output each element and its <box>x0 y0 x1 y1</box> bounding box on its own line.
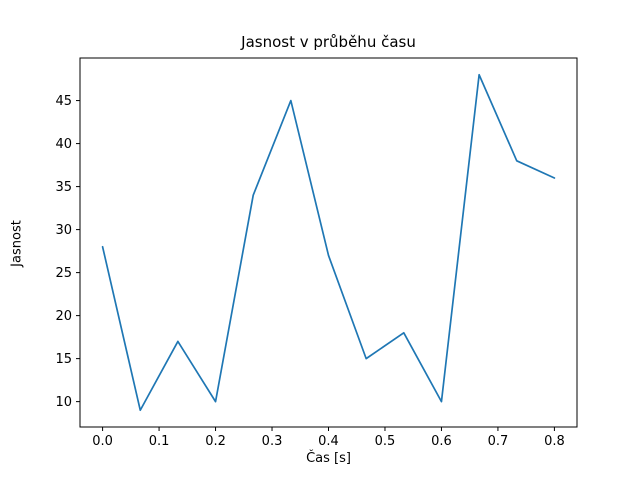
y-tick-label: 15 <box>55 352 72 367</box>
y-tick-label: 30 <box>55 223 72 238</box>
x-tick-label: 0.5 <box>375 434 396 449</box>
y-tick-label: 45 <box>55 94 72 109</box>
x-tick-label: 0.6 <box>431 434 452 449</box>
x-tick-label: 0.0 <box>92 434 113 449</box>
y-tick-label: 25 <box>55 266 72 281</box>
x-tick-label: 0.3 <box>262 434 283 449</box>
x-tick-label: 0.2 <box>205 434 226 449</box>
plot-frame <box>79 57 578 428</box>
y-tick-label: 35 <box>55 180 72 195</box>
data-line <box>101 73 556 412</box>
x-tick-label: 0.8 <box>544 434 565 449</box>
y-tick-label: 40 <box>55 137 72 152</box>
x-tick-label: 0.4 <box>318 434 339 449</box>
y-axis-label: Jasnost <box>9 220 25 267</box>
y-tick-label: 20 <box>55 309 72 324</box>
x-tick-label: 0.1 <box>149 434 170 449</box>
x-axis-label: Čas [s] <box>306 451 351 466</box>
y-tick-label: 10 <box>55 395 72 410</box>
x-tick-label: 0.7 <box>488 434 509 449</box>
chart-title: Jasnost v průběhu času <box>241 33 416 51</box>
